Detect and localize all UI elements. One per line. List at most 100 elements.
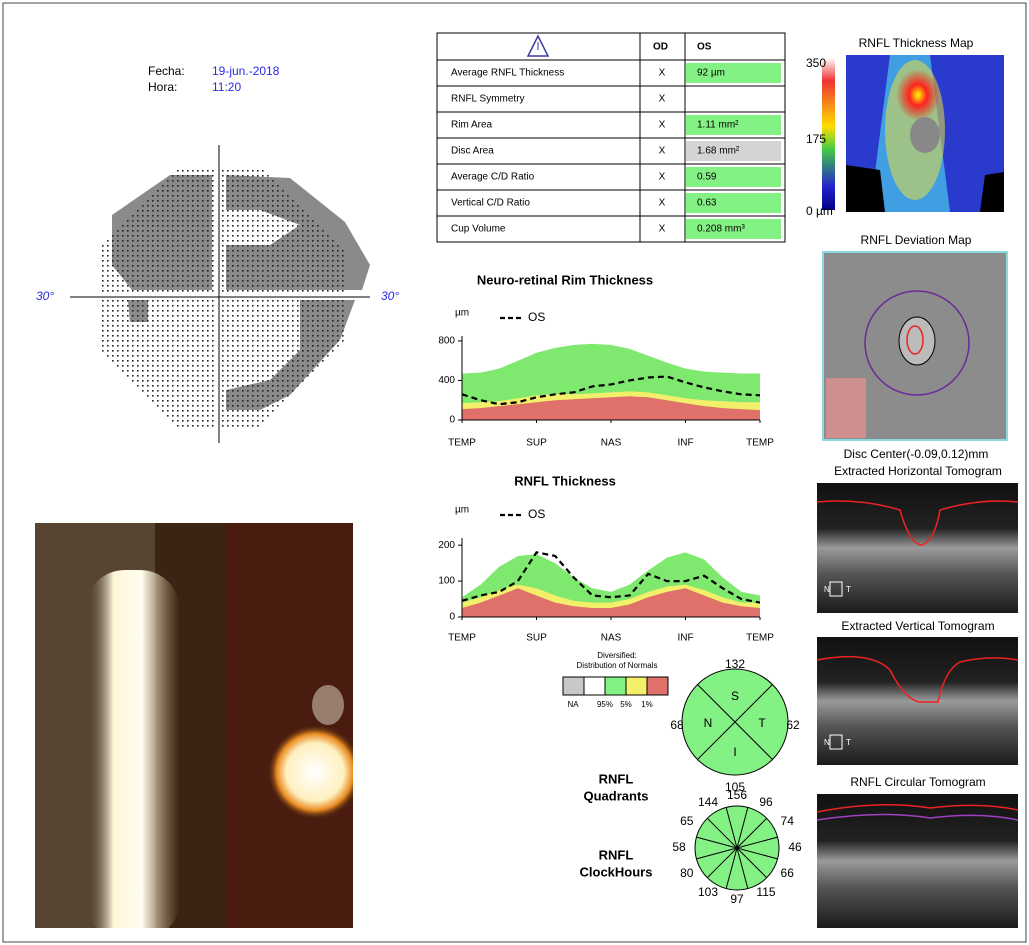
vf-dot [287,385,289,387]
vf-dot [317,265,319,267]
vf-dot [252,255,254,257]
vf-dot [177,205,179,207]
vf-dot [197,400,199,402]
vf-dot [172,335,174,337]
vf-dot [162,260,164,262]
vf-dot [157,255,159,257]
vf-dot [282,260,284,262]
vf-dot [237,250,239,252]
vf-dot [187,255,189,257]
vf-dot [222,385,224,387]
vf-dot [267,360,269,362]
vf-dot [232,280,234,282]
vf-dot [212,180,214,182]
vf-dot [107,265,109,267]
vf-dot [222,260,224,262]
vf-dot [257,410,259,412]
vf-dot [262,305,264,307]
vf-dot [232,215,234,217]
vf-dot [297,255,299,257]
vf-dot [167,355,169,357]
vf-dot [257,405,259,407]
vf-dot [162,300,164,302]
vf-dot [247,205,249,207]
vf-dot [267,380,269,382]
vf-dot [167,375,169,377]
vf-dot [172,375,174,377]
vf-dot [147,230,149,232]
od-value: X [659,172,666,183]
vf-dot [207,325,209,327]
vf-right-label: 30° [381,289,399,303]
vf-dot [152,275,154,277]
vf-dot [177,260,179,262]
vf-dot [207,410,209,412]
vf-dot [212,335,214,337]
vf-dot [192,190,194,192]
clock-value: 58 [672,840,686,854]
vf-dot [157,360,159,362]
vf-dot [342,270,344,272]
vf-dot [192,260,194,262]
vf-dot [317,225,319,227]
vf-dot [252,290,254,292]
vf-dot [102,325,104,327]
vf-dot [292,285,294,287]
vf-dot [292,370,294,372]
vf-dot [192,390,194,392]
vf-dot [127,250,129,252]
vf-dot [202,410,204,412]
vf-dot [242,300,244,302]
legend-box [626,677,647,695]
vf-dot [117,235,119,237]
vf-dot [242,175,244,177]
vf-dot [212,310,214,312]
vf-dot [252,325,254,327]
vf-dot [202,415,204,417]
vf-dot [327,355,329,357]
vf-dot [157,220,159,222]
vf-dot [237,305,239,307]
vf-dot [242,185,244,187]
vf-dot [327,265,329,267]
vf-dot [207,210,209,212]
vf-dot [207,265,209,267]
vf-dot [222,265,224,267]
vf-dot [302,225,304,227]
vf-dot [207,225,209,227]
vf-dot [132,255,134,257]
vf-dot [122,235,124,237]
vf-dot [162,195,164,197]
vf-dot [222,230,224,232]
vf-dot [147,245,149,247]
vf-dot [212,285,214,287]
vf-dot [282,320,284,322]
vf-dot [257,420,259,422]
vf-dot [162,350,164,352]
vf-dot [282,195,284,197]
vf-dot [212,390,214,392]
vf-defect [226,175,370,290]
vf-dot [167,245,169,247]
vf-dot [122,365,124,367]
vf-dot [247,260,249,262]
vf-dot [282,290,284,292]
vf-dot [152,280,154,282]
vf-dot [137,305,139,307]
vf-dot [307,285,309,287]
vf-dot [177,215,179,217]
vf-dot [287,305,289,307]
vf-dot [332,300,334,302]
vf-dot [202,265,204,267]
vf-dot [237,300,239,302]
vf-dot [112,290,114,292]
circular-tomogram [817,794,1018,928]
vf-dot [157,230,159,232]
vf-dot [107,245,109,247]
vf-dot [187,215,189,217]
vf-dot [232,220,234,222]
vf-dot [267,195,269,197]
vf-dot [112,300,114,302]
vf-dot [177,335,179,337]
vf-dot [202,245,204,247]
